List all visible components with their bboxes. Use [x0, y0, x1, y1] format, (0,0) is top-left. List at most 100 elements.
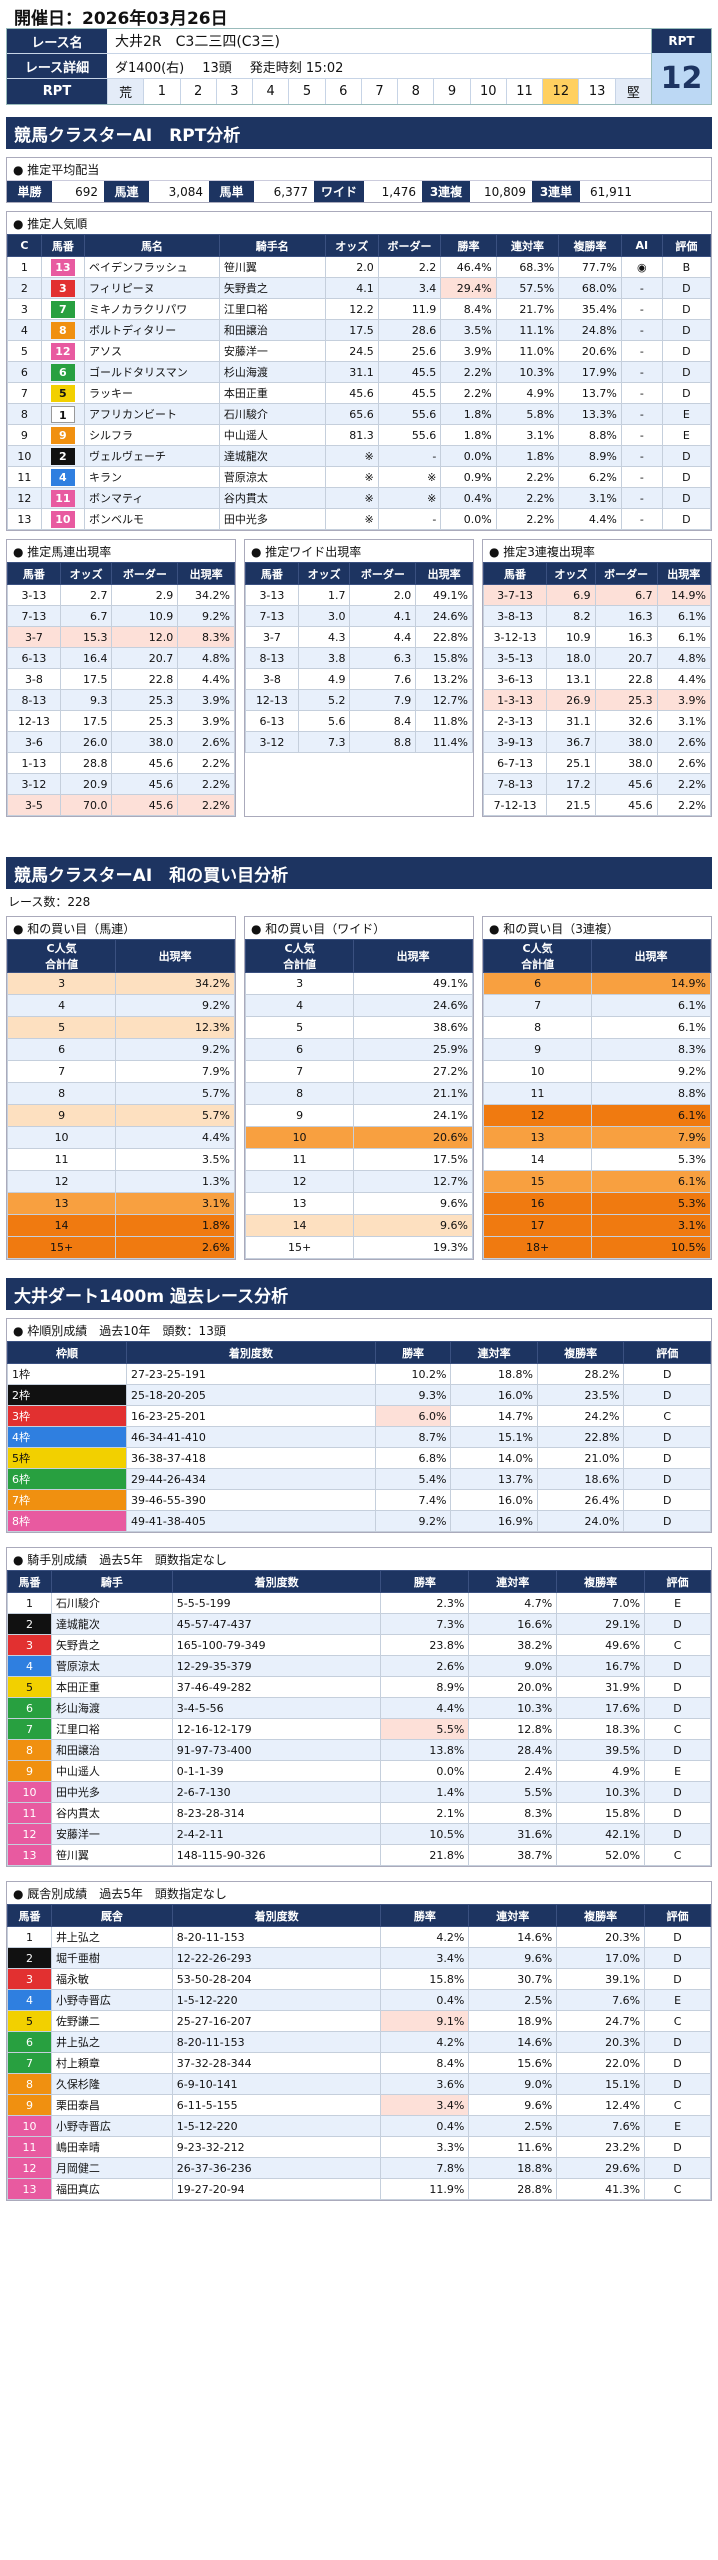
table-row: 3-8-13 8.2 16.3 6.1%	[482, 605, 712, 627]
table-cell: 6.1%	[591, 1170, 711, 1193]
table-cell: フィリピーヌ	[84, 277, 220, 299]
table-cell: 11.8%	[415, 710, 473, 732]
table-row: 10 小野寺晋広 1-5-12-220 0.4% 2.5% 7.6% E	[7, 2115, 711, 2137]
table-cell: 12.8%	[468, 1718, 558, 1740]
table-cell: 笹川翼	[218, 256, 326, 278]
horse-number-cell: 12	[40, 340, 86, 362]
table-cell: 5-5-5-199	[171, 1592, 382, 1614]
table-cell: D	[644, 1968, 711, 1990]
table-cell: D	[661, 277, 712, 299]
table-cell: 6.1%	[591, 1016, 711, 1039]
table-cell: 55.6	[377, 424, 442, 446]
table-row: 12-13 17.5 25.3 3.9%	[7, 710, 235, 732]
table-cell: 6-7-13	[482, 752, 548, 774]
table-row: 6 6 ゴールドタリスマン 杉山海渡 31.1 45.5 2.2% 10.3% 17.9% - D	[7, 361, 712, 383]
table-cell: 14	[244, 1214, 355, 1237]
table-cell: 2.6%	[656, 752, 712, 774]
table-cell: -	[620, 361, 663, 383]
table-cell: 18.6%	[536, 1468, 625, 1490]
table-cell: 3-7	[7, 626, 61, 648]
column-header: 馬番	[7, 562, 61, 585]
table-row: 11 嶋田幸晴 9-23-32-212 3.3% 11.6% 23.2% D	[7, 2136, 711, 2158]
horse-number-cell: 2	[40, 445, 86, 467]
table-cell: D	[644, 1823, 711, 1845]
table-cell: 8-13	[245, 647, 299, 669]
table-cell: 8-13	[7, 689, 61, 711]
table-cell: 2.7	[59, 584, 113, 606]
table-cell: 55.6	[377, 403, 442, 425]
frame-title: ● 枠順別成績 過去10年 頭数：13頭	[13, 1324, 226, 1338]
table-cell: 江里口裕	[50, 1718, 173, 1740]
table-cell: ◉	[620, 256, 663, 278]
table-cell: 45.6	[111, 794, 179, 816]
table-cell: 10.9	[546, 626, 596, 648]
table-cell: 10	[6, 1126, 117, 1149]
frame-cell: 4枠	[7, 1426, 127, 1448]
table-cell: C	[644, 2178, 711, 2200]
table-cell: 10	[482, 1060, 593, 1083]
table-cell: 8.4	[349, 710, 417, 732]
table-cell: 52.0%	[556, 1844, 646, 1866]
table-cell: C	[644, 1634, 711, 1656]
table-cell: ※	[324, 445, 379, 467]
table-cell: 小野寺晋広	[50, 2115, 173, 2137]
table-cell: 5.2	[297, 689, 351, 711]
table-row: 7 6.1%	[482, 994, 711, 1017]
table-cell: 15.8%	[415, 647, 473, 669]
horse-number-badge: 8	[50, 321, 75, 339]
column-header: C	[7, 234, 42, 257]
table-cell: 2-4-2-11	[171, 1823, 382, 1845]
table-cell: 28.8	[59, 752, 113, 774]
table-cell: 28.2%	[536, 1363, 625, 1385]
table-cell: 0.4%	[380, 1989, 470, 2011]
table-cell: 25.9%	[353, 1038, 473, 1061]
table-cell: 8.8%	[558, 424, 622, 446]
table-cell: 7.6%	[556, 1989, 646, 2011]
table-cell: 5	[244, 1016, 355, 1039]
table-row: 3-8 4.9 7.6 13.2%	[245, 668, 473, 690]
table-row: 6 井上弘之 8-20-11-153 4.2% 14.6% 20.3% D	[7, 2031, 711, 2053]
table-cell: 6-13	[7, 647, 61, 669]
table-row: 13 福田真広 19-27-20-94 11.9% 28.8% 41.3% C	[7, 2178, 711, 2200]
table-cell: 4.7%	[468, 1592, 558, 1614]
table-row: 3-13 2.7 2.9 34.2%	[7, 584, 235, 606]
horse-number-badge: 11	[50, 489, 75, 507]
horse-number-cell: 3	[7, 1634, 52, 1656]
horse-number-cell: 11	[7, 1802, 52, 1824]
table-cell: 12-29-35-379	[171, 1655, 382, 1677]
est-wide-title: ● 推定ワイド出現率	[251, 545, 362, 559]
column-header: ボーダー	[349, 562, 417, 585]
table-row: 6-13 16.4 20.7 4.8%	[7, 647, 235, 669]
table-row: 13 9.6%	[244, 1192, 473, 1215]
table-cell: 24.6%	[415, 605, 473, 627]
race-name: 大井2R C3二三四(C3三)	[115, 34, 280, 50]
table-cell: 6.9	[546, 584, 596, 606]
table-row: 7-13 6.7 10.9 9.2%	[7, 605, 235, 627]
payout-label: ワイド	[314, 181, 364, 202]
table-cell: 36-38-37-418	[125, 1447, 376, 1469]
table-row: 4 8 ボルトディタリー 和田譲治 17.5 28.6 3.5% 11.1% 24.8% - D	[7, 319, 712, 341]
table-cell: D	[644, 1802, 711, 1824]
table-cell: 5.5%	[468, 1781, 558, 1803]
table-cell: 12.2	[324, 298, 379, 320]
table-cell: 27-23-25-191	[125, 1363, 376, 1385]
table-cell: E	[661, 403, 712, 425]
table-cell: 4.1	[324, 277, 379, 299]
table-cell: -	[620, 340, 663, 362]
table-cell: 11	[482, 1082, 593, 1105]
table-cell: 8-23-28-314	[171, 1802, 382, 1824]
table-row: 14 1.8%	[6, 1214, 235, 1237]
section-past-title: 大井ダート1400m 過去レース分析	[6, 1278, 712, 1310]
table-cell: 3.4%	[380, 1947, 470, 1969]
rpt-side-label: RPT	[652, 29, 711, 53]
payout-label: 馬単	[209, 181, 254, 202]
table-cell: -	[620, 508, 663, 530]
table-cell: -	[620, 466, 663, 488]
table-cell: 5.6	[297, 710, 351, 732]
table-row: 5 12 アソス 安藤洋一 24.5 25.6 3.9% 11.0% 20.6% - D	[7, 340, 712, 362]
table-cell: 田中光多	[218, 508, 326, 530]
table-cell: 9.6%	[353, 1192, 473, 1215]
table-cell: 2.2%	[495, 508, 560, 530]
frame-box: ● 枠順別成績 過去10年 頭数：13頭 枠順 着別度数 勝率 連対率 複勝率 評価 1枠 2…	[6, 1318, 712, 1533]
table-cell: ミキノカラクリパワ	[84, 298, 220, 320]
